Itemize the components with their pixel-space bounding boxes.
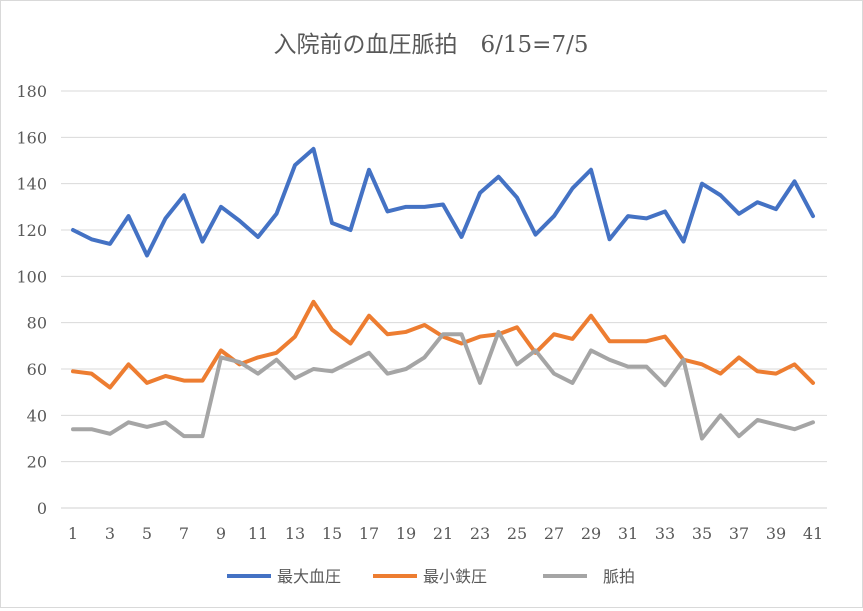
y-tick-label: 20 [27, 453, 47, 472]
legend-label-1: 最大血圧 [277, 567, 341, 586]
series-line-3 [71, 329, 815, 441]
y-tick-label: 140 [16, 175, 47, 194]
legend: 最大血圧 最小鉄圧 脈拍 [227, 567, 635, 586]
x-tick-label: 27 [544, 524, 564, 543]
y-axis-ticks: 0 20 40 60 80 100 120 140 160 180 [16, 82, 47, 518]
legend-label-2: 最小鉄圧 [423, 567, 487, 586]
x-tick-label: 29 [581, 524, 601, 543]
x-tick-label: 11 [248, 524, 268, 543]
y-tick-label: 120 [16, 221, 47, 240]
x-tick-label: 7 [179, 524, 189, 543]
gridlines [61, 90, 827, 509]
x-tick-label: 1 [68, 524, 78, 543]
x-tick-label: 13 [285, 524, 305, 543]
x-tick-label: 9 [216, 524, 226, 543]
y-tick-label: 40 [27, 406, 47, 425]
y-tick-label: 60 [27, 360, 47, 379]
x-tick-label: 15 [322, 524, 342, 543]
x-tick-label: 41 [803, 524, 823, 543]
series-line-1 [71, 146, 815, 258]
y-tick-label: 180 [16, 82, 47, 101]
x-tick-label: 3 [105, 524, 115, 543]
x-tick-label: 35 [692, 524, 712, 543]
series-line-2 [71, 299, 815, 390]
y-tick-label: 100 [16, 267, 47, 286]
y-tick-label: 80 [27, 314, 47, 333]
legend-label-3: 脈拍 [603, 567, 635, 586]
x-axis-ticks: 1 3 5 7 9 11 13 15 17 19 21 23 25 27 29 31 33 35 37 39 41 [68, 524, 823, 543]
series-lines [71, 146, 815, 441]
x-tick-label: 23 [470, 524, 490, 543]
x-tick-label: 21 [433, 524, 453, 543]
x-tick-label: 37 [729, 524, 749, 543]
y-tick-label: 0 [37, 499, 47, 518]
x-tick-label: 25 [507, 524, 527, 543]
x-tick-label: 39 [766, 524, 786, 543]
x-tick-label: 17 [359, 524, 379, 543]
x-tick-label: 33 [655, 524, 675, 543]
x-tick-label: 19 [396, 524, 416, 543]
x-tick-label: 31 [618, 524, 638, 543]
y-tick-label: 160 [16, 128, 47, 147]
x-tick-label: 5 [142, 524, 152, 543]
chart-title: 入院前の血圧脈拍 6/15=7/5 [274, 32, 589, 58]
